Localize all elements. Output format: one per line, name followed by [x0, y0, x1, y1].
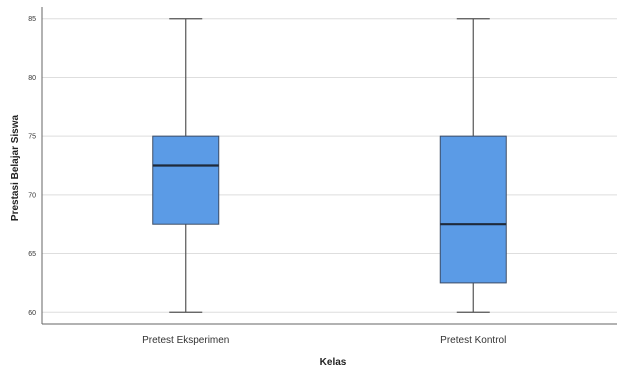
y-tick-label: 70	[28, 192, 36, 199]
y-tick-label: 85	[28, 16, 36, 23]
x-category-label: Pretest Kontrol	[440, 335, 506, 346]
gridlines	[42, 18, 617, 313]
y-tick-label: 60	[28, 310, 36, 317]
x-category-label: Pretest Eksperimen	[142, 335, 229, 346]
y-tick-label: 65	[28, 251, 36, 258]
y-tick-label: 75	[28, 134, 36, 141]
labels: 60 65 70 75 80 85 Pretest Eksperimen Pretest Ko…	[28, 16, 506, 346]
iqr-box	[152, 135, 220, 225]
y-axis-title: Prestasi Belajar Siswa	[10, 114, 21, 221]
boxes	[152, 18, 507, 313]
iqr-box	[439, 135, 507, 284]
y-tick-label: 80	[28, 75, 36, 82]
axes	[41, 7, 617, 325]
x-axis-title: Kelas	[320, 357, 347, 368]
